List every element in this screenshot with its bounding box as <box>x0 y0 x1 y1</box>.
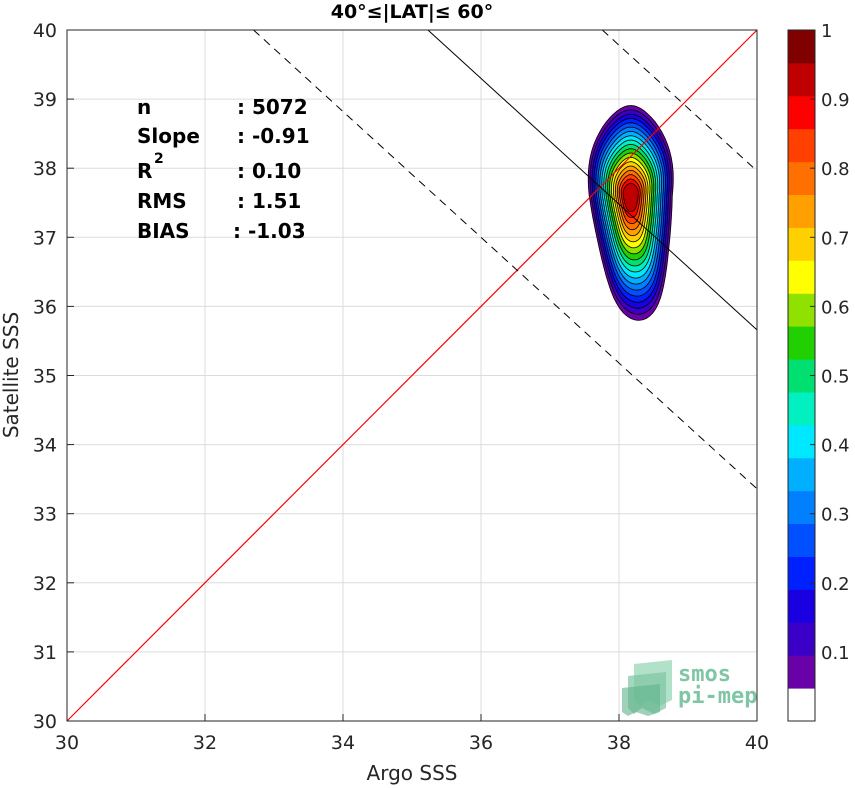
smos-pimep-logo: smos pi-mep <box>622 660 757 716</box>
colorbar-segment <box>788 260 815 294</box>
colorbar-segment <box>788 227 815 261</box>
colorbar-tick-label: 0.7 <box>821 228 850 249</box>
y-tick-label: 39 <box>33 89 57 111</box>
colorbar-segment <box>788 194 815 228</box>
colorbar <box>788 30 815 722</box>
y-tick-label: 33 <box>33 504 57 526</box>
colorbar-segment <box>788 391 815 426</box>
stat-bias-label: BIAS <box>137 219 190 243</box>
x-tick-label: 34 <box>331 732 355 754</box>
stat-n-label: n <box>137 95 151 119</box>
colorbar-segment <box>788 655 815 689</box>
y-tick-label: 36 <box>33 296 57 318</box>
chart-title: 40°≤|LAT|≤ 60° <box>331 1 494 23</box>
y-tick-label: 32 <box>33 573 57 595</box>
colorbar-segment <box>788 622 815 656</box>
colorbar-segment <box>788 161 815 196</box>
colorbar-segment <box>788 326 815 360</box>
y-tick-label: 34 <box>33 435 57 457</box>
x-axis-ticks: 30 32 34 36 38 40 <box>55 714 769 754</box>
y-axis-title: Satellite SSS <box>0 312 23 438</box>
colorbar-segment <box>788 457 815 492</box>
y-tick-label: 35 <box>33 366 57 388</box>
colorbar-segment <box>788 95 815 130</box>
colorbar-segment <box>788 589 815 623</box>
stat-bias-value: : -1.03 <box>233 219 306 243</box>
colorbar-tick-label: 0.5 <box>821 367 850 388</box>
colorbar-segment <box>788 293 815 327</box>
colorbar-tick-label: 0.1 <box>821 643 850 664</box>
stat-r2-value: : 0.10 <box>237 159 301 183</box>
x-tick-label: 30 <box>55 732 79 754</box>
colorbar-ticks: 1 0.9 0.8 0.7 0.6 0.5 0.4 0.3 0.2 0.1 <box>810 21 850 664</box>
stat-slope-value: : -0.91 <box>237 124 310 148</box>
y-tick-label: 38 <box>33 158 57 180</box>
logo-line2: pi-mep <box>678 684 757 709</box>
colorbar-segment <box>788 30 815 64</box>
envelope-dashed-line <box>601 29 758 172</box>
one-to-one-line <box>66 29 758 722</box>
regression-line <box>427 29 758 331</box>
colorbar-tick-label: 0.6 <box>821 297 850 318</box>
stat-n-value: : 5072 <box>237 95 308 119</box>
colorbar-segment <box>788 688 815 722</box>
stat-rms-label: RMS <box>137 189 187 213</box>
x-tick-label: 38 <box>607 732 631 754</box>
colorbar-segment <box>788 128 815 163</box>
logo-line1: smos <box>678 662 731 687</box>
reference-lines <box>66 29 758 722</box>
colorbar-tick-label: 0.9 <box>821 90 850 111</box>
colorbar-segment <box>788 556 815 590</box>
colorbar-tick-label: 0.3 <box>821 505 850 526</box>
colorbar-tick-label: 0.8 <box>821 159 850 180</box>
colorbar-segment <box>788 424 815 459</box>
y-tick-label: 30 <box>33 711 57 733</box>
stat-rms-value: : 1.51 <box>237 189 301 213</box>
colorbar-tick-label: 1 <box>821 21 832 42</box>
logo-wave-icon <box>622 660 672 716</box>
colorbar-tick-label: 0.2 <box>821 574 850 595</box>
x-axis-title: Argo SSS <box>367 761 458 785</box>
colorbar-segment <box>788 490 815 525</box>
colorbar-segment <box>788 523 815 557</box>
envelope-dashed-line <box>253 29 758 490</box>
x-tick-label: 32 <box>193 732 217 754</box>
y-axis-ticks: 30 31 32 33 34 35 36 37 38 39 40 <box>33 20 74 733</box>
x-tick-label: 40 <box>745 732 769 754</box>
colorbar-segment <box>788 62 815 97</box>
stat-r2-superscript: 2 <box>154 151 164 167</box>
stat-slope-label: Slope <box>137 124 200 148</box>
y-tick-label: 31 <box>33 642 57 664</box>
y-tick-label: 37 <box>33 227 57 249</box>
stat-r2-label: R <box>137 159 152 183</box>
x-tick-label: 36 <box>469 732 493 754</box>
y-tick-label: 40 <box>33 20 57 42</box>
colorbar-tick-label: 0.4 <box>821 436 850 457</box>
density-contours <box>587 105 674 321</box>
stats-box: n : 5072 Slope : -0.91 R 2 : 0.10 RMS : … <box>137 95 310 243</box>
contour-level <box>622 182 639 213</box>
